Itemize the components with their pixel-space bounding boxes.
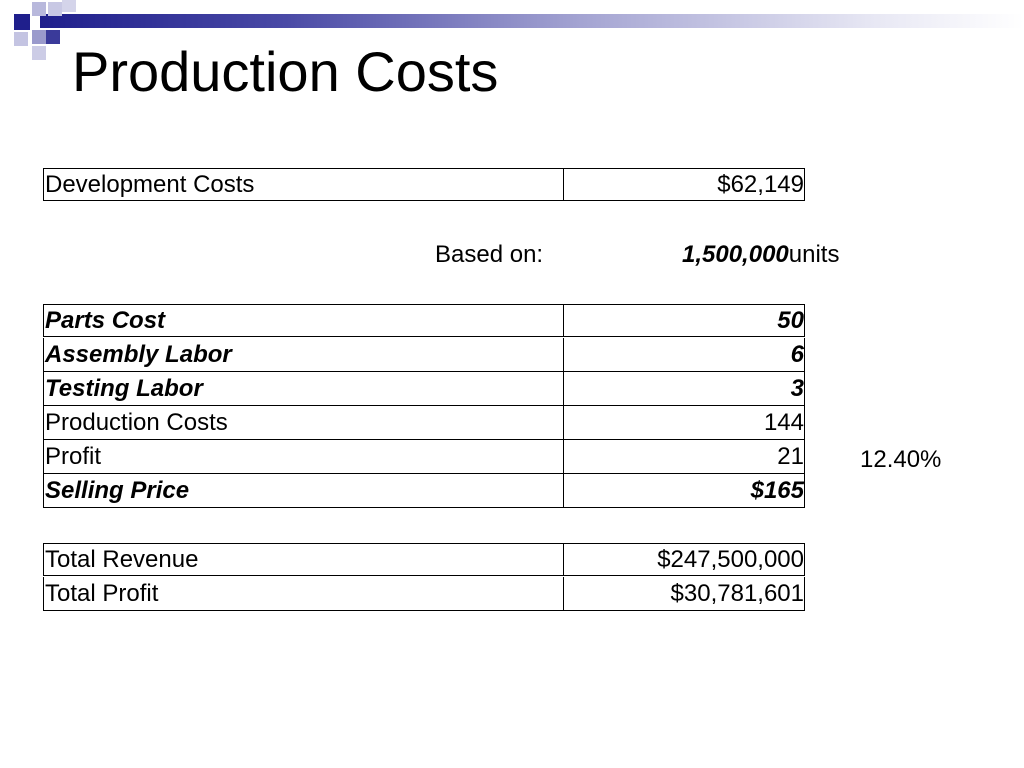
row-label: Assembly Labor bbox=[44, 338, 564, 371]
row-value: 144 bbox=[763, 408, 804, 436]
deco-square-mid bbox=[32, 30, 46, 44]
deco-square-light bbox=[32, 46, 46, 60]
row-value: $247,500,000 bbox=[657, 545, 804, 573]
deco-square-light bbox=[62, 0, 76, 12]
table-row: Total Profit $30,781,601 bbox=[43, 577, 805, 611]
row-label: Testing Labor bbox=[44, 372, 564, 405]
row-value: $30,781,601 bbox=[670, 579, 804, 607]
row-value: 3 bbox=[790, 374, 804, 402]
table-row: Production Costs 144 bbox=[43, 406, 805, 440]
row-label: Total Profit bbox=[44, 577, 564, 610]
table-row: Selling Price $165 bbox=[43, 474, 805, 508]
row-value: $165 bbox=[750, 476, 804, 504]
deco-square-dark bbox=[14, 14, 30, 30]
based-on-units: 1,500,000units bbox=[682, 243, 839, 267]
deco-square-dark bbox=[46, 30, 60, 44]
table-row: Parts Cost 50 bbox=[43, 304, 805, 337]
row-label: Selling Price bbox=[44, 474, 564, 507]
header-gradient-bar bbox=[40, 14, 1024, 28]
table-row: Testing Labor 3 bbox=[43, 372, 805, 406]
development-costs-row: Development Costs $62,149 bbox=[43, 168, 805, 201]
profit-margin: 12.40% bbox=[860, 446, 942, 473]
table-row: Profit 21 bbox=[43, 440, 805, 474]
row-value: 50 bbox=[777, 306, 804, 334]
development-costs-value: $62,149 bbox=[717, 170, 804, 198]
row-label: Profit bbox=[44, 440, 564, 473]
row-label: Total Revenue bbox=[44, 544, 564, 575]
based-on-label: Based on: bbox=[435, 241, 544, 268]
table-row: Assembly Labor 6 bbox=[43, 338, 805, 372]
units-label: units bbox=[788, 241, 840, 268]
header-decoration bbox=[0, 0, 1024, 60]
deco-square-light bbox=[48, 2, 62, 16]
deco-square-light bbox=[14, 32, 28, 46]
row-label: Parts Cost bbox=[44, 305, 564, 336]
units-value: 1,500,000 bbox=[682, 241, 789, 268]
table-row: Total Revenue $247,500,000 bbox=[43, 543, 805, 576]
development-costs-label: Development Costs bbox=[44, 169, 564, 200]
page-title: Production Costs bbox=[72, 40, 499, 103]
row-value: 6 bbox=[790, 340, 804, 368]
row-value: 21 bbox=[777, 442, 804, 470]
row-label: Production Costs bbox=[44, 406, 564, 439]
deco-square-light bbox=[32, 2, 46, 16]
